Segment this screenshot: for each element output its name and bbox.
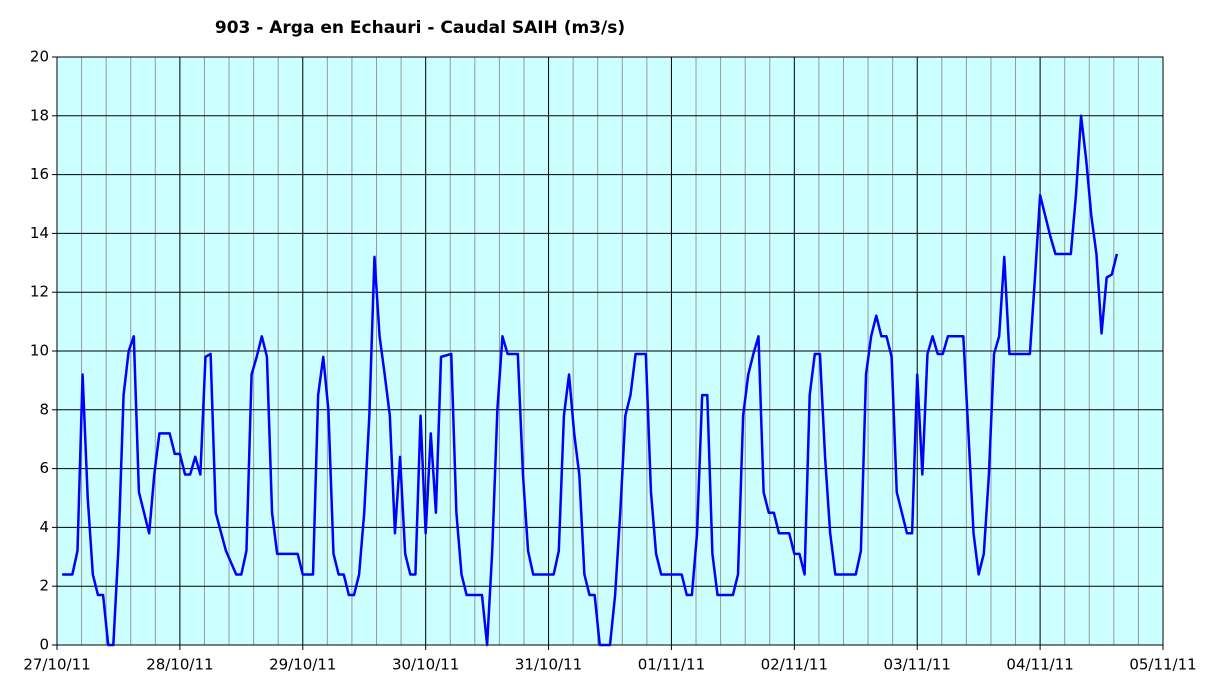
data-line [62,114,1119,647]
chart-title: 903 - Arga en Echauri - Caudal SAIH (m3/… [215,18,625,38]
x-tick-label: 29/10/11 [269,656,336,674]
y-tick-label: 4 [39,518,49,536]
x-tick-label: 04/11/11 [1006,656,1073,674]
y-tick-label: 6 [39,459,49,477]
x-tick-label: 05/11/11 [1129,656,1196,674]
y-tick-label: 14 [30,224,49,242]
x-tick-label: 01/11/11 [638,656,705,674]
x-tick-label: 31/10/11 [515,656,582,674]
x-tick-label: 03/11/11 [884,656,951,674]
y-tick-label: 0 [39,636,49,654]
y-tick-label: 16 [30,165,49,183]
y-tick-label: 18 [30,106,49,124]
y-tick-label: 10 [30,342,49,360]
x-tick-label: 27/10/11 [23,656,90,674]
y-tick-label: 20 [30,48,49,66]
x-tick-label: 30/10/11 [392,656,459,674]
x-tick-label: 28/10/11 [146,656,213,674]
x-tick-label: 02/11/11 [761,656,828,674]
y-tick-label: 2 [39,577,49,595]
y-tick-label: 12 [30,283,49,301]
y-tick-label: 8 [39,400,49,418]
